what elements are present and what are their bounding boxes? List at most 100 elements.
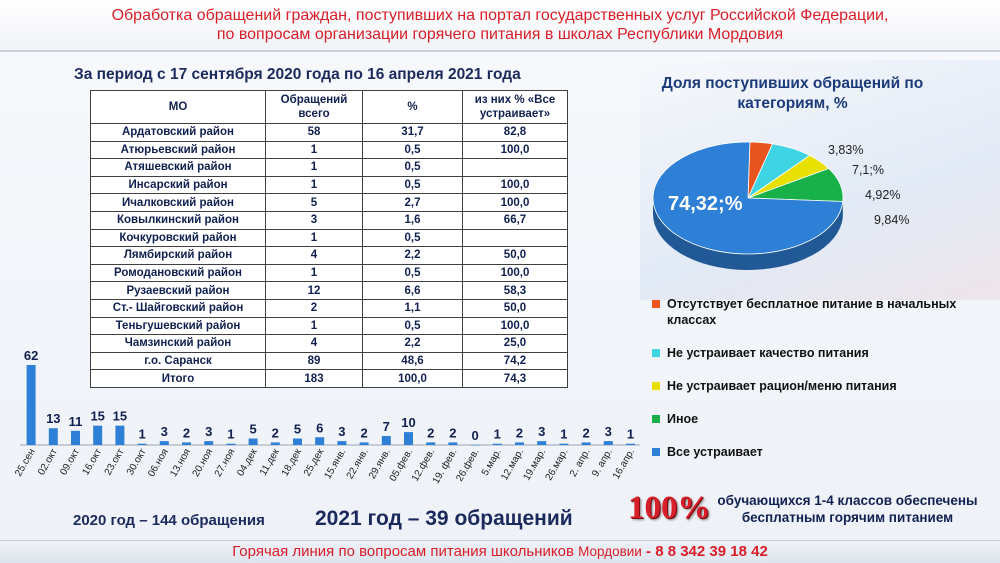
bar (426, 442, 435, 445)
cell-total: 4 (266, 247, 363, 265)
bar-category-label: 18.дек (280, 446, 305, 478)
cell-total: 1 (266, 159, 363, 177)
bar (337, 441, 346, 445)
bar-value-label: 2 (272, 425, 279, 440)
legend-item-quality: Не устраивает качество питания (652, 345, 1000, 361)
bar-category-label: 20.ноя (191, 447, 216, 479)
cell-total: 1 (266, 176, 363, 194)
bar (382, 436, 391, 445)
bar-value-label: 0 (471, 428, 478, 443)
cell-ok (463, 229, 568, 247)
legend-label: Все устраивает (667, 445, 763, 459)
legend-swatch (652, 448, 660, 456)
cell-mo: Кочкуровский район (91, 229, 266, 247)
bar-value-label: 62 (24, 348, 38, 363)
legend-label: Не устраивает качество питания (667, 346, 869, 360)
cell-total: 1 (266, 264, 363, 282)
bar-value-label: 10 (401, 415, 415, 430)
bar (493, 444, 502, 445)
cell-pct: 0,5 (363, 159, 463, 177)
cell-mo: Лямбирский район (91, 247, 266, 265)
year-2020-summary: 2020 год – 144 обращения (73, 512, 265, 529)
bar (115, 426, 124, 445)
cell-mo: Атюрьевский район (91, 141, 266, 159)
bar-value-label: 1 (494, 427, 501, 442)
pie-label-menu: 4,92% (865, 188, 900, 202)
bar (404, 432, 413, 445)
bar-category-label: 09.окт (58, 447, 82, 478)
bar (182, 442, 191, 445)
bar-value-label: 5 (294, 422, 301, 437)
bar (27, 365, 36, 445)
hotline-phone: - 8 8 342 39 18 42 (646, 543, 768, 560)
bar-value-label: 3 (161, 424, 168, 439)
cell-pct: 31,7 (363, 124, 463, 142)
bar-value-label: 2 (427, 425, 434, 440)
cell-pct: 0,5 (363, 229, 463, 247)
col-header-total: Обращений всего (266, 91, 363, 124)
table-header-row: МО Обращений всего % из них % «Все устра… (91, 91, 568, 124)
bar (271, 442, 280, 445)
bar-category-label: 16.апр. (611, 447, 637, 481)
header-line-2: по вопросам организации горячего питания… (0, 25, 1000, 44)
col-header-pct: % (363, 91, 463, 124)
bar-value-label: 5 (249, 422, 256, 437)
cell-ok: 100,0 (463, 194, 568, 212)
period-title: За период с 17 сентября 2020 года по 16 … (74, 66, 521, 84)
cell-mo: Теньгушевский район (91, 317, 266, 335)
col-header-mo: МО (91, 91, 266, 124)
bar-value-label: 3 (205, 424, 212, 439)
bar (160, 441, 169, 445)
legend-swatch (652, 382, 660, 390)
cell-ok: 100,0 (463, 141, 568, 159)
bar (537, 441, 546, 445)
col-header-ok: из них % «Все устраивает» (463, 91, 568, 124)
cell-pct: 0,5 (363, 264, 463, 282)
cell-total: 2 (266, 299, 363, 317)
cell-pct: 0,5 (363, 176, 463, 194)
bar-value-label: 13 (46, 411, 60, 426)
bar-value-label: 1 (138, 427, 145, 442)
bar-category-label: 5.мар. (480, 447, 504, 478)
hotline-text: Горячая линия по вопросам питания школьн… (232, 543, 574, 560)
cell-pct: 6,6 (363, 282, 463, 300)
cell-mo: Ковылкинский район (91, 211, 266, 229)
cell-ok: 100,0 (463, 176, 568, 194)
cell-mo: Инсарский район (91, 176, 266, 194)
bar-category-label: 27.ноя (213, 447, 238, 479)
bar (582, 442, 591, 445)
bar-category-label: 16.окт (81, 447, 105, 478)
cell-total: 1 (266, 141, 363, 159)
bar (138, 444, 147, 445)
legend-swatch (652, 349, 660, 357)
cell-total: 5 (266, 194, 363, 212)
bar-value-label: 1 (627, 427, 634, 442)
bar (471, 445, 480, 446)
bar-category-label: 06.ноя (146, 447, 171, 479)
bar-category-label: 13.ноя (168, 447, 193, 479)
cell-pct: 0,5 (363, 317, 463, 335)
bar-category-label: 23.окт (103, 447, 127, 478)
year-2021-summary: 2021 год – 39 обращений (315, 507, 573, 531)
hundred-percent: 100% (628, 490, 711, 527)
cell-total: 1 (266, 229, 363, 247)
bar-value-label: 2 (516, 425, 523, 440)
legend-item-other: Иное (652, 411, 1000, 427)
bar (93, 426, 102, 445)
cell-ok (463, 159, 568, 177)
pie-label-all-ok: 74,32;% (668, 193, 743, 216)
legend-item-menu: Не устраивает рацион/меню питания (652, 378, 1000, 394)
bar-value-label: 15 (113, 409, 127, 424)
coverage-note: обучающихся 1-4 классов обеспечены беспл… (700, 492, 995, 526)
cell-total: 58 (266, 124, 363, 142)
bar-category-label: 2. апр. (568, 447, 593, 479)
bar-value-label: 3 (538, 424, 545, 439)
weekly-bar-chart: 6225.сен1302.окт1109.окт1516.окт1523.окт… (0, 340, 640, 500)
bar-value-label: 1 (227, 427, 234, 442)
cell-ok: 50,0 (463, 299, 568, 317)
